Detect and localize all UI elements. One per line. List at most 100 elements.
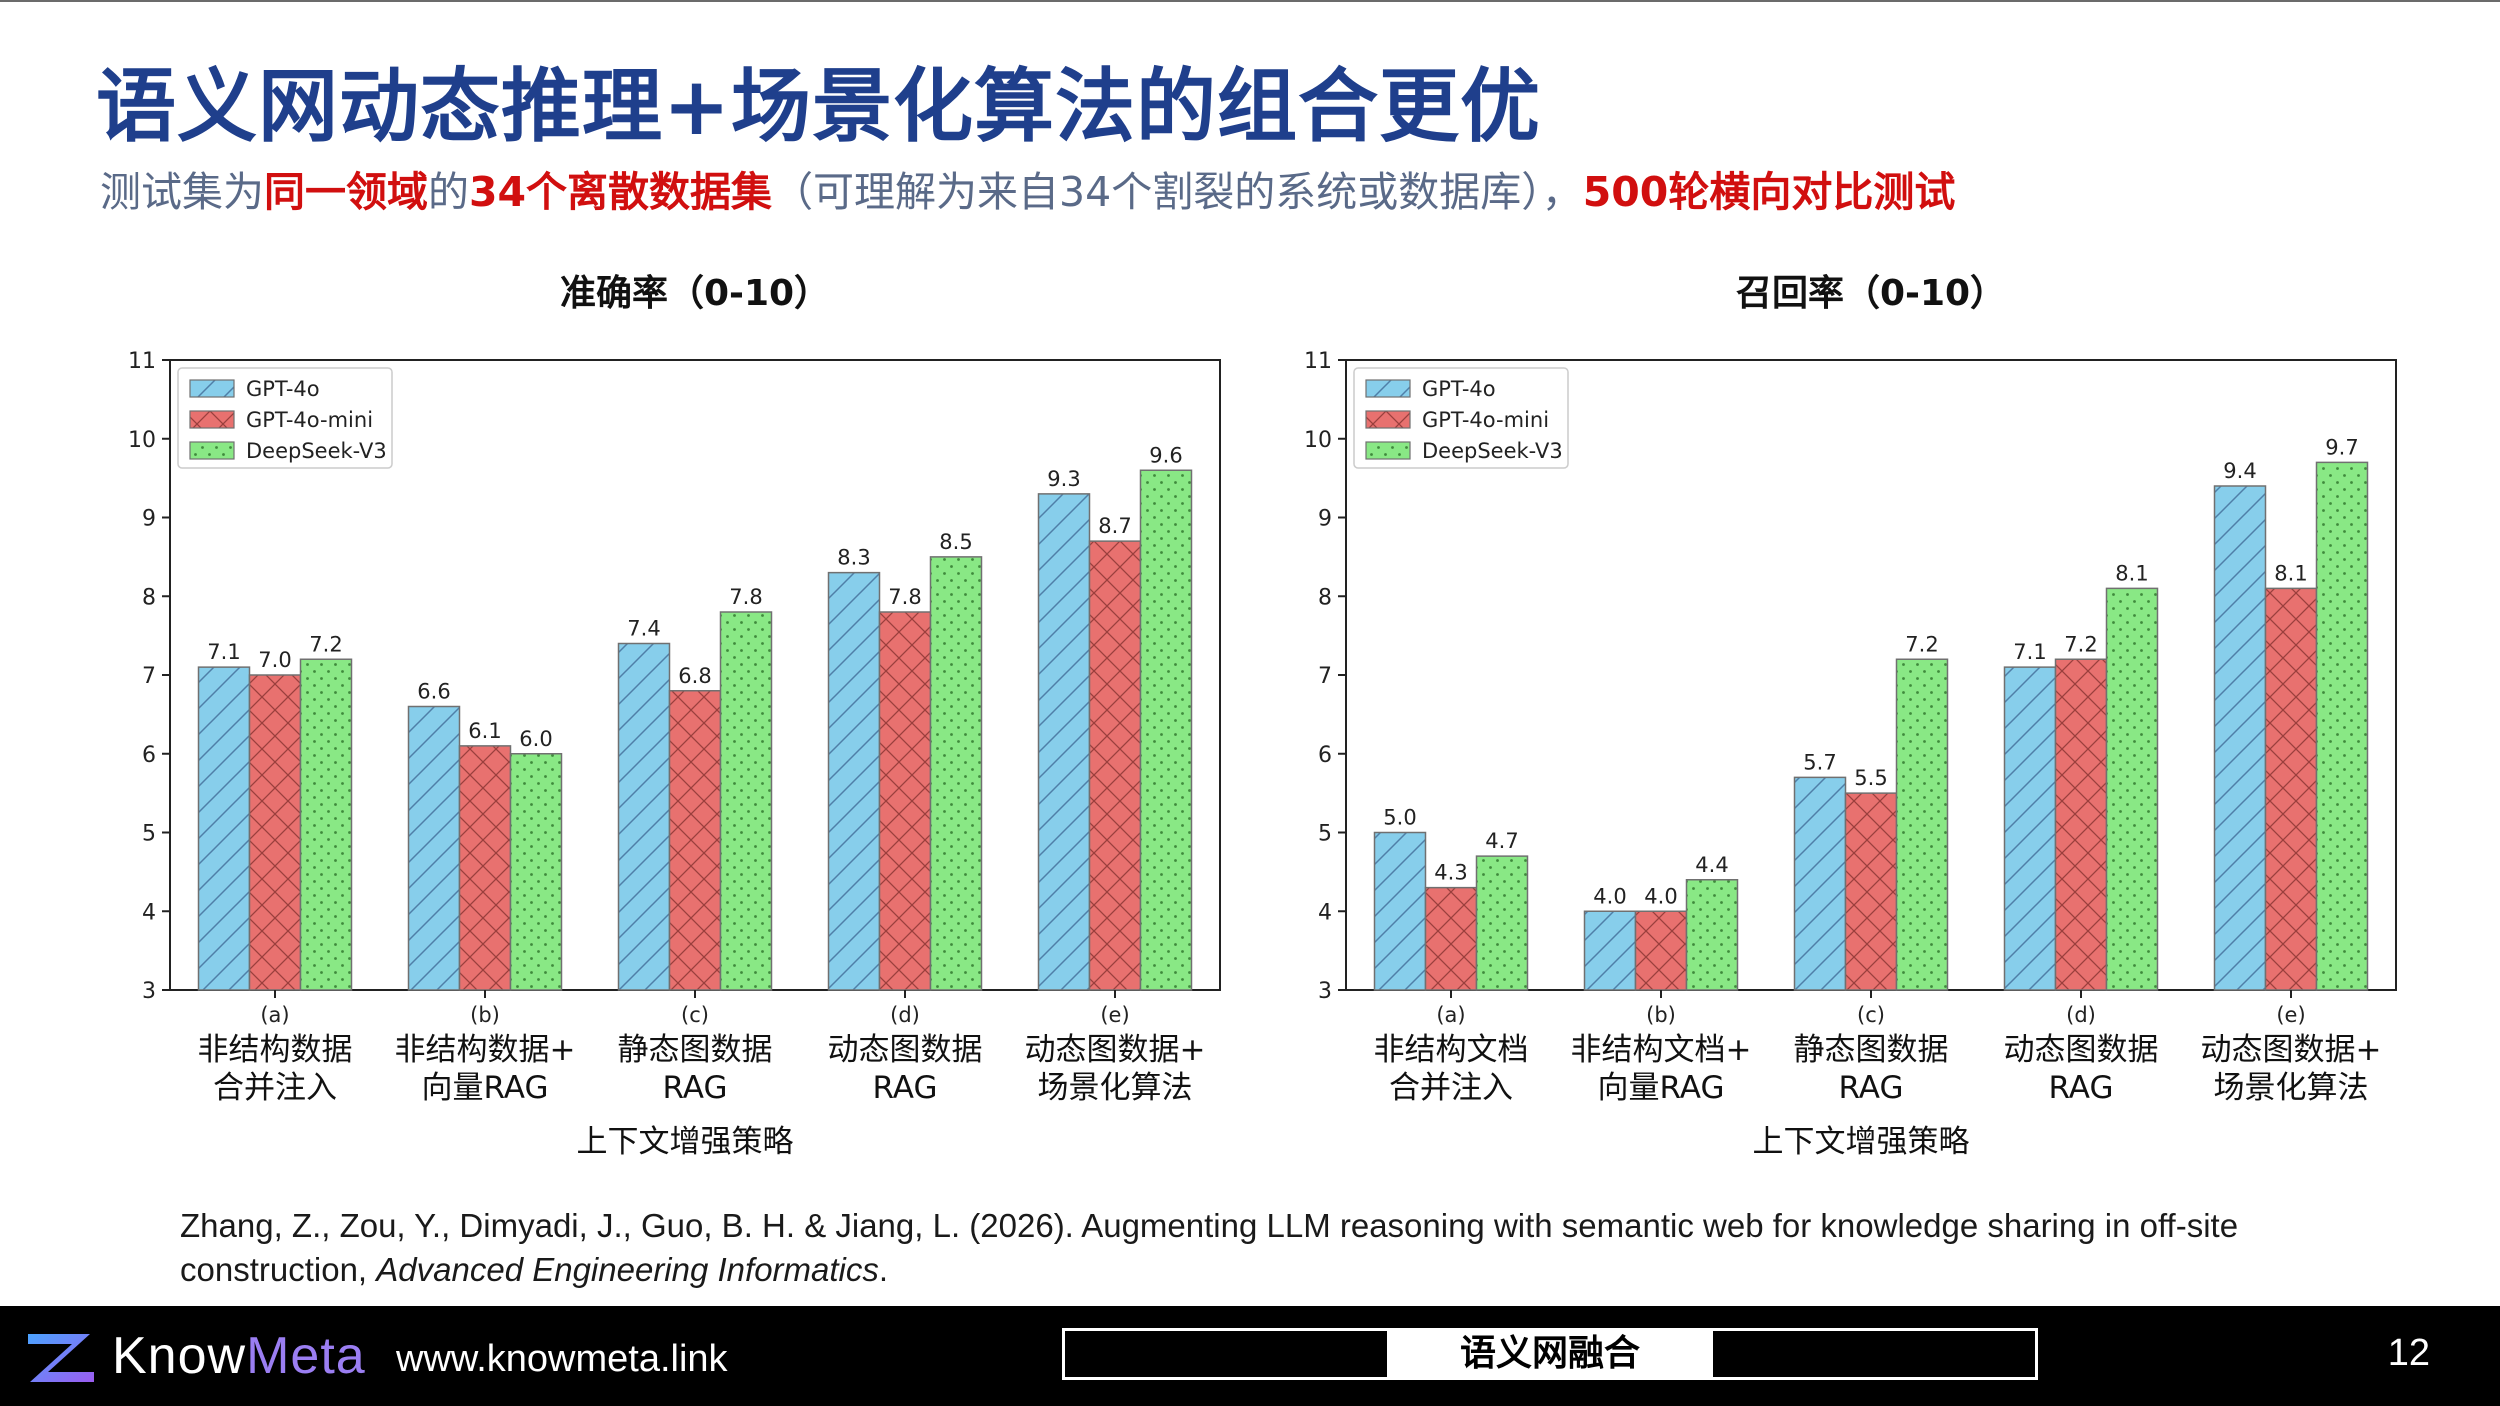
bar-gpt4omini xyxy=(458,745,512,991)
bar-value-label: 5.0 xyxy=(1383,806,1416,830)
legend-swatch-deepseek xyxy=(189,441,235,460)
bar-value-label: 8.5 xyxy=(939,530,972,554)
bar-deepseek xyxy=(509,753,563,991)
citation-end: . xyxy=(878,1251,889,1288)
bar-value-label: 7.2 xyxy=(2064,632,2097,656)
bar-gpt4o xyxy=(197,666,251,991)
bar-gpt4o xyxy=(827,571,881,991)
bar-value-label: 5.5 xyxy=(1854,766,1887,790)
bar-gpt4omini xyxy=(1424,886,1478,991)
section-indicator: 语义网融合 xyxy=(1062,1328,2038,1380)
y-tick-label: 9 xyxy=(142,507,156,532)
page-number: 12 xyxy=(2387,1332,2430,1374)
bar-value-label: 7.0 xyxy=(258,648,291,672)
bar-value-label: 9.7 xyxy=(2325,435,2358,459)
x-tick-label: 非结构数据+ xyxy=(395,1032,576,1068)
bar-gpt4omini xyxy=(1844,792,1898,991)
bar-value-label: 8.7 xyxy=(1098,514,1131,538)
legend-label: DeepSeek-V3 xyxy=(246,439,387,463)
legend-swatch-gpt4o xyxy=(1365,379,1411,398)
x-tick-code: (b) xyxy=(1646,1003,1676,1027)
bar-deepseek xyxy=(299,658,353,991)
legend-label: DeepSeek-V3 xyxy=(1422,439,1563,463)
bar-value-label: 7.8 xyxy=(729,585,762,609)
legend-swatch-gpt4o xyxy=(189,379,235,398)
bar-value-label: 8.1 xyxy=(2274,561,2307,585)
brand-know: Know xyxy=(112,1327,247,1385)
bar-value-label: 8.3 xyxy=(837,546,870,570)
citation: Zhang, Z., Zou, Y., Dimyadi, J., Guo, B.… xyxy=(180,1204,2330,1292)
legend: GPT-4o GPT-4o-mini DeepSeek-V3 xyxy=(177,367,393,469)
x-tick-label: 非结构文档+ xyxy=(1571,1032,1752,1068)
y-tick-label: 5 xyxy=(1318,822,1332,847)
bar-value-label: 4.7 xyxy=(1485,829,1518,853)
footer-url[interactable]: www.knowmeta.link xyxy=(396,1338,728,1380)
bar-gpt4omini xyxy=(668,690,722,991)
brand-meta: Meta xyxy=(246,1327,366,1385)
x-tick-label: 静态图数据 xyxy=(1794,1032,1949,1068)
bar-gpt4o xyxy=(2003,666,2057,991)
bar-value-label: 7.8 xyxy=(888,585,921,609)
x-tick-label: 向量RAG xyxy=(422,1070,549,1106)
x-tick-code: (a) xyxy=(1436,1003,1465,1027)
y-tick-label: 10 xyxy=(1304,428,1332,453)
bar-value-label: 6.1 xyxy=(468,719,501,743)
y-tick-label: 3 xyxy=(1318,979,1332,1004)
bar-value-label: 4.0 xyxy=(1593,884,1626,908)
bar-value-label: 7.1 xyxy=(207,640,240,664)
subtitle-highlight: 34个离散数据集 xyxy=(469,168,773,216)
bar-value-label: 6.0 xyxy=(519,727,552,751)
subtitle-part: 测试集为 xyxy=(100,168,264,216)
brand-name: KnowMeta xyxy=(112,1326,366,1386)
x-tick-label: 动态图数据+ xyxy=(2201,1032,2382,1068)
x-tick-label: RAG xyxy=(873,1070,938,1106)
legend-swatch-deepseek xyxy=(1365,441,1411,460)
bar-value-label: 9.4 xyxy=(2223,459,2256,483)
x-tick-code: (a) xyxy=(260,1003,289,1027)
legend-swatch-gpt4omini xyxy=(1365,410,1411,429)
legend-label: GPT-4o-mini xyxy=(1422,408,1549,432)
y-tick-label: 4 xyxy=(142,900,156,925)
x-tick-code: (c) xyxy=(681,1003,709,1027)
bar-deepseek xyxy=(1475,855,1529,991)
bar-gpt4o xyxy=(617,642,671,991)
bar-value-label: 9.3 xyxy=(1047,467,1080,491)
x-tick-label: 合并注入 xyxy=(213,1070,337,1106)
bar-gpt4omini xyxy=(1634,910,1688,991)
bar-gpt4o xyxy=(1583,910,1637,991)
x-tick-label: 向量RAG xyxy=(1598,1070,1725,1106)
y-tick-label: 4 xyxy=(1318,900,1332,925)
x-tick-label: 非结构数据 xyxy=(198,1032,353,1068)
bar-gpt4omini xyxy=(248,674,302,991)
bar-gpt4omini xyxy=(878,611,932,991)
bar-gpt4o xyxy=(1037,493,1091,991)
x-tick-label: 场景化算法 xyxy=(1038,1070,1193,1106)
y-tick-label: 6 xyxy=(1318,743,1332,768)
bar-gpt4o xyxy=(1793,776,1847,991)
y-tick-label: 3 xyxy=(142,979,156,1004)
bar-deepseek xyxy=(1685,879,1739,991)
bar-deepseek xyxy=(929,556,983,991)
x-tick-label: RAG xyxy=(1839,1070,1904,1106)
chart-title: 准确率（0-10） xyxy=(560,273,830,314)
footer-bar: KnowMeta www.knowmeta.link 语义网融合 12 xyxy=(0,1306,2500,1406)
citation-text: Zhang, Z., Zou, Y., Dimyadi, J., Guo, B.… xyxy=(180,1207,2239,1288)
bar-value-label: 4.4 xyxy=(1695,853,1728,877)
bar-deepseek xyxy=(1895,658,1949,991)
y-tick-label: 9 xyxy=(1318,507,1332,532)
x-tick-label: 动态图数据+ xyxy=(1025,1032,1206,1068)
x-axis-label: 上下文增强策略 xyxy=(577,1124,794,1160)
x-tick-code: (d) xyxy=(890,1003,920,1027)
subtitle-part: （可理解为来自34个割裂的系统或数据库）， xyxy=(772,168,1583,216)
bar-gpt4omini xyxy=(2054,658,2108,991)
x-tick-label: 非结构文档 xyxy=(1374,1032,1529,1068)
chart-title: 召回率（0-10） xyxy=(1736,273,2006,314)
y-tick-label: 10 xyxy=(128,428,156,453)
y-tick-label: 5 xyxy=(142,822,156,847)
bar-deepseek xyxy=(719,611,773,991)
bar-value-label: 6.6 xyxy=(417,680,450,704)
top-rule xyxy=(0,0,2500,2)
x-tick-label: 合并注入 xyxy=(1389,1070,1513,1106)
x-tick-code: (c) xyxy=(1857,1003,1885,1027)
legend-label: GPT-4o xyxy=(246,377,320,401)
